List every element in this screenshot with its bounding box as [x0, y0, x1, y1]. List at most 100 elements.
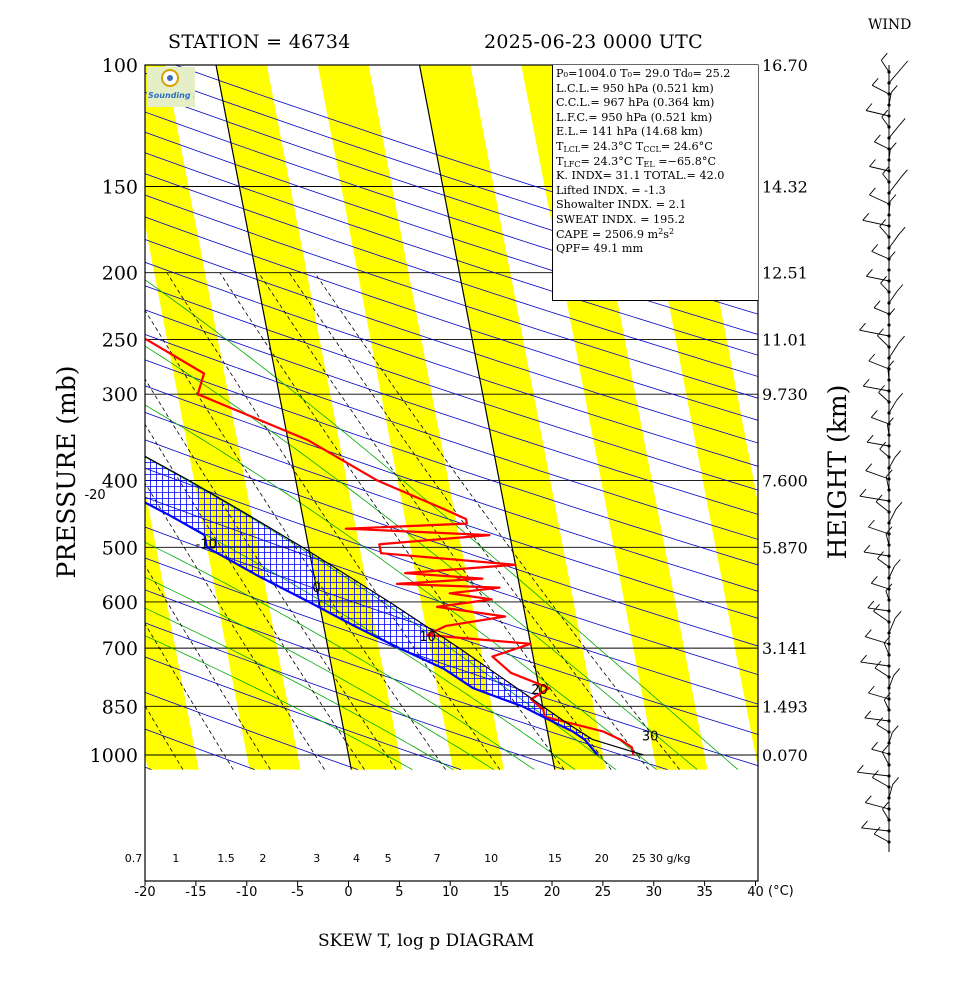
isotherm-label: -20 [84, 488, 105, 503]
wind-barb [869, 194, 890, 205]
wind-barb [888, 566, 895, 579]
pressure-tick-label: 500 [102, 537, 138, 559]
wind-barb [868, 526, 890, 535]
moist-adiabat [145, 635, 413, 770]
wind-barb-flag [892, 777, 900, 785]
wind-barb-flag [868, 519, 875, 528]
wind-barb [874, 141, 890, 150]
wind-barb-flag [862, 213, 870, 221]
height-tick-label: 9.730 [762, 385, 808, 404]
wind-barb-flag [885, 583, 893, 592]
lcl-value: L.C.L.= 950 hPa (0.521 km) [556, 81, 714, 95]
axis-tick-labels: 100150200250300400500600700850100016.701… [90, 55, 808, 900]
wind-barb [871, 748, 890, 755]
wind-barb [867, 441, 890, 447]
isotherm-label: -10 [196, 537, 217, 552]
wind-barb-flag [862, 378, 870, 387]
x-tick-label: -20 [134, 885, 155, 900]
wind-barb [888, 233, 900, 249]
isotherm-label: 20 [531, 683, 548, 698]
wind-barb [885, 476, 890, 491]
mixing-ratio-line [166, 272, 501, 770]
wind-barb-flag [874, 134, 881, 143]
stability-info-box: P₀=1004.0 T₀= 29.0 Td₀= 25.2 L.C.L.= 950… [552, 65, 758, 301]
showalter-index: Showalter INDX. = 2.1 [556, 198, 687, 212]
mixing-ratio-label: 7 [434, 852, 441, 865]
mixing-ratio-line [145, 309, 446, 770]
wind-barb-flag [875, 494, 883, 503]
wind-barb-flag [896, 393, 903, 401]
wind-barb-flag [880, 275, 887, 284]
height-tick-label: 12.51 [762, 264, 808, 283]
mixing-ratio-line [314, 272, 680, 770]
dry-adiabat [145, 334, 758, 540]
isotherm-band [0, 65, 97, 770]
dry-adiabat [145, 589, 668, 770]
wind-barb [871, 84, 890, 95]
wind-barb [882, 808, 890, 821]
x-tick-label: 15 [493, 885, 510, 900]
pressure-tick-label: 250 [102, 330, 138, 352]
wind-barb-flag [887, 360, 895, 368]
wind-barb-flag [887, 417, 894, 425]
moist-adiabat [145, 345, 698, 770]
wind-barb-flag [860, 654, 867, 663]
wind-barb [861, 827, 890, 832]
height-tick-label: 0.070 [762, 746, 808, 765]
pressure-tick-label: 300 [102, 384, 138, 406]
wind-barb-flag [898, 335, 905, 344]
dry-adiabat [145, 91, 758, 295]
wind-barb-flag [898, 226, 906, 235]
lifted-index: Lifted INDX. = -1.3 [556, 183, 666, 197]
mixing-ratio-label: 10 [484, 852, 498, 865]
wind-barb-flag [870, 410, 878, 418]
mixing-ratio-label: 5 [385, 852, 392, 865]
dry-adiabat [145, 622, 565, 770]
wind-barb [865, 110, 890, 117]
mixing-ratio-label: 30 g/kg [649, 852, 691, 865]
wind-barb [886, 424, 890, 436]
wind-barb [888, 201, 891, 216]
wind-barb-flag [871, 770, 879, 778]
x-axis-unit: (°C) [768, 884, 794, 899]
diagram-title: SKEW T, log p DIAGRAM [318, 931, 534, 951]
pressure-tick-label: 400 [102, 470, 138, 492]
wind-barb-flag [870, 576, 878, 584]
lfc-value: L.F.C.= 950 hPa (0.521 km) [556, 110, 713, 124]
wind-barb [888, 176, 902, 194]
wind-barb-flag [894, 450, 902, 458]
moist-adiabat [145, 607, 454, 770]
plot-axes [144, 64, 759, 882]
mixing-ratio-label: 25 [632, 852, 646, 865]
dry-adiabat [175, 65, 758, 256]
pressure-tick-label: 200 [102, 263, 138, 285]
wind-barb [888, 675, 895, 689]
x-tick-label: 40 [747, 885, 764, 900]
wind-barb-flag [883, 692, 891, 701]
mixing-ratio-line [145, 482, 325, 770]
dry-adiabats [145, 65, 758, 770]
pressure-tick-label: 150 [102, 177, 138, 199]
wind-barb [888, 149, 891, 161]
wind-barb [883, 642, 890, 656]
wind-barb-flag [863, 544, 871, 553]
x-tick-label: -5 [291, 885, 304, 900]
wind-barb [863, 551, 890, 557]
cape-hatch [145, 456, 593, 740]
wind-barb [888, 67, 903, 84]
mixing-ratio-label: 15 [548, 852, 562, 865]
wind-barb-flag [896, 284, 904, 292]
dry-adiabat [145, 526, 758, 735]
wind-barb-flag [881, 744, 889, 753]
wind-barb [866, 275, 890, 282]
wind-barb-flag [867, 600, 875, 609]
wind-barb [871, 416, 890, 425]
wind-barb-flag [864, 710, 872, 719]
dry-adiabat [145, 467, 758, 676]
isotherm-lines [215, 65, 556, 770]
wind-barb-flag [866, 269, 873, 277]
wind-barb [860, 661, 890, 667]
wind-barb-flag [879, 441, 887, 450]
mixing-ratio-label: 20 [595, 852, 609, 865]
dry-adiabat [145, 261, 758, 467]
